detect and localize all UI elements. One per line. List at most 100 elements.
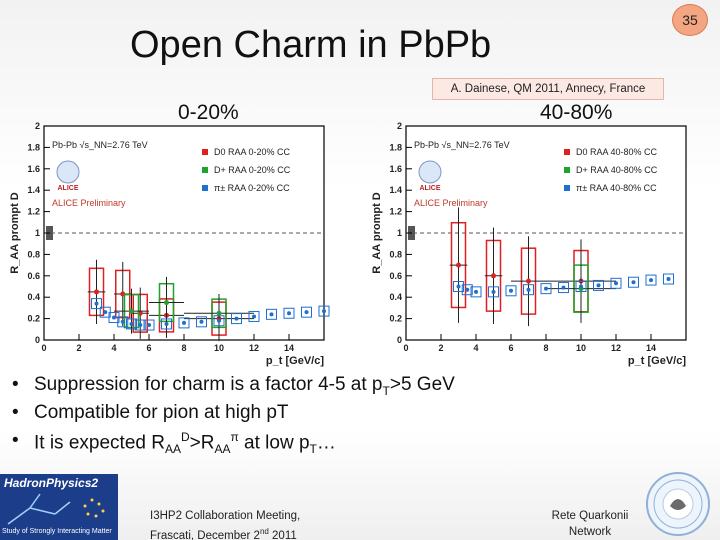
pion-systematic-box: [108, 312, 120, 324]
pion-data-point: [465, 287, 470, 292]
bullet-superscript: D: [180, 430, 190, 444]
y-axis-label: R_AA prompt D: [9, 192, 21, 274]
slide-title: Open Charm in PbPb: [130, 24, 492, 66]
pion-systematic-box: [558, 282, 569, 294]
y-tick-label: 0.4: [27, 292, 40, 302]
x-tick-label: 12: [611, 343, 621, 353]
pion-systematic-box: [161, 318, 172, 330]
bullet-text: >R: [189, 432, 215, 454]
bullet-text: It is expected R: [34, 432, 165, 454]
logo-tagline: Study of Strongly Interacting Matter: [2, 528, 112, 535]
pion-data-point: [138, 323, 143, 328]
pion-data-point: [120, 319, 125, 324]
pion-systematic-box: [461, 284, 473, 296]
pion-systematic-box: [505, 285, 517, 297]
pion-systematic-box: [231, 313, 242, 325]
y-tick-label: 1.4: [27, 185, 40, 195]
preliminary-label: ALICE Preliminary: [52, 198, 126, 208]
citation-box: A. Dainese, QM 2011, Annecy, France: [432, 78, 664, 100]
x-tick-label: 6: [146, 343, 151, 353]
bullet-subscript: T: [309, 442, 317, 457]
y-axis-label: R_AA prompt D: [371, 192, 383, 274]
pion-systematic-box: [178, 317, 190, 329]
pion-systematic-box: [248, 310, 260, 322]
y-tick-label: 1: [397, 228, 402, 238]
pion-data-point: [103, 310, 108, 315]
pion-data-point: [509, 288, 513, 293]
y-tick-label: 2: [35, 121, 40, 131]
y-tick-label: 1.6: [27, 164, 40, 174]
alice-logo-icon: [418, 160, 442, 184]
pion-data-point: [526, 287, 531, 292]
y-tick-label: 0: [35, 335, 40, 345]
pion-data-point: [456, 284, 461, 289]
pion-data-point: [164, 321, 169, 326]
legend-entry: D+ RAA 40-80% CC: [576, 165, 658, 175]
pion-systematic-box: [134, 319, 146, 331]
legend-entry: π± RAA 0-20% CC: [214, 183, 290, 193]
x-tick-label: 8: [181, 343, 186, 353]
bullet-item: Compatible for pion at high pT: [8, 402, 708, 430]
system-label: Pb-Pb √s_NN=2.76 TeV: [414, 140, 510, 150]
seal-emblem-icon: [653, 479, 703, 529]
y-tick-label: 0.2: [27, 314, 40, 324]
logo-name: HadronPhysics2: [4, 476, 99, 490]
pion-systematic-box: [301, 306, 312, 318]
pion-data-point: [491, 289, 496, 294]
page-number-badge: 35: [672, 4, 708, 36]
bullet-text: …: [316, 432, 336, 454]
y-tick-label: 0.2: [389, 314, 402, 324]
bullet-subscript: T: [382, 383, 390, 398]
panel-label-central: 0-20%: [178, 101, 239, 124]
pion-data-point: [112, 315, 116, 320]
pion-systematic-box: [143, 319, 155, 331]
pion-data-point: [252, 314, 256, 319]
hadronphysics2-logo: HadronPhysics2 Study of Strongly Interac…: [0, 474, 118, 540]
pion-data-point: [474, 289, 478, 294]
x-tick-label: 10: [576, 343, 586, 353]
pion-systematic-box: [470, 286, 482, 298]
pion-data-point: [561, 285, 566, 290]
system-label: Pb-Pb √s_NN=2.76 TeV: [52, 140, 148, 150]
legend-marker: [202, 167, 208, 173]
x-tick-label: 4: [473, 343, 478, 353]
legend-entry: π± RAA 40-80% CC: [576, 183, 657, 193]
pion-systematic-box: [628, 276, 639, 288]
pion-data-point: [147, 323, 151, 328]
y-tick-label: 1.2: [389, 207, 402, 217]
pion-data-point: [129, 321, 134, 326]
panel-label-peripheral: 40-80%: [540, 101, 613, 124]
alice-logo-text: ALICE: [420, 185, 441, 192]
x-tick-label: 4: [111, 343, 116, 353]
alice-logo-icon: [56, 160, 80, 184]
network-line-2: Network: [568, 526, 612, 538]
particle-tracks-icon: [7, 493, 105, 525]
y-tick-label: 0.6: [27, 271, 40, 281]
data-point: [526, 278, 531, 284]
network-seal-logo: [646, 472, 710, 536]
x-tick-label: 14: [646, 343, 656, 353]
legend-marker: [202, 149, 208, 155]
pion-systematic-box: [663, 273, 674, 285]
pion-data-point: [199, 319, 204, 324]
pion-systematic-box: [645, 274, 657, 286]
x-tick-label: 2: [76, 343, 81, 353]
pion-data-point: [304, 310, 309, 315]
data-point: [216, 310, 222, 316]
raa-plot-40-80: 0 0.2 0.4 0.6 0.8 1 1.2 1.4 1.6 1.8 2 0 2 4 6 8 10 12 14 R_…: [371, 121, 687, 367]
bullet-list: Suppression for charm is a factor 4-5 at…: [8, 374, 708, 458]
y-tick-label: 0.8: [389, 249, 402, 259]
legend-marker: [564, 185, 570, 191]
x-tick-label: 0: [41, 343, 46, 353]
y-tick-label: 1.2: [27, 207, 40, 217]
bullet-subscript: AA: [214, 442, 231, 457]
x-tick-label: 6: [508, 343, 513, 353]
raa-plot-0-20: 0 0.2 0.4 0.6 0.8 1 1.2 1.4 1.6 1.8 2 0 2 4 6 8 10 12 14 R_…: [9, 121, 330, 367]
data-point: [129, 308, 134, 314]
bullet-tail: >5 GeV: [389, 374, 455, 395]
pion-systematic-box: [593, 279, 604, 291]
y-tick-label: 2: [397, 121, 402, 131]
pion-data-point: [614, 281, 618, 286]
x-tick-label: 10: [214, 343, 224, 353]
y-tick-label: 0: [397, 335, 402, 345]
